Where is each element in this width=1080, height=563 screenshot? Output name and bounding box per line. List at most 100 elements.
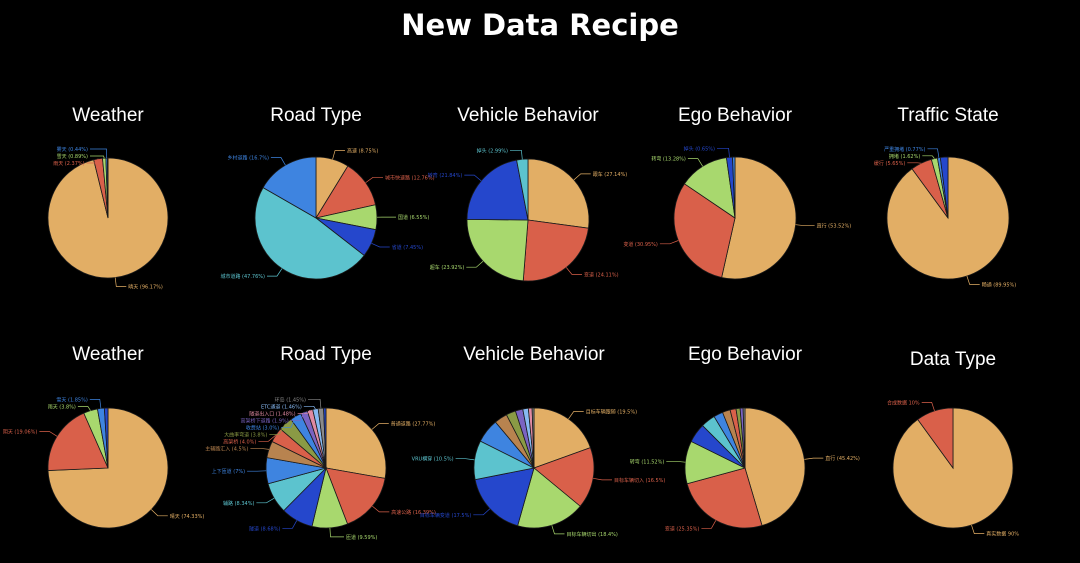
slice-label: 直行 (53.52%) [817, 223, 852, 230]
pie-slice [466, 159, 529, 221]
label-leader-line [795, 224, 815, 227]
label-leader-line [966, 275, 980, 285]
chart-title: Data Type [910, 349, 996, 370]
slice-label: 变道 (24.11%) [584, 272, 619, 279]
label-leader-line [455, 458, 475, 461]
chart-title: Road Type [270, 105, 362, 126]
label-leader-line [659, 240, 679, 245]
slice-label: 超车 (23.92%) [430, 264, 465, 271]
slice-label: 掉头 (0.65%) [684, 145, 715, 152]
label-leader-line [77, 406, 91, 411]
slice-label: 目标车辆变道 (17.5%) [420, 512, 471, 519]
label-leader-line [256, 497, 275, 504]
label-leader-line [365, 176, 383, 183]
slice-label: 直行 (45.42%) [825, 455, 860, 462]
slice-label: 高架桥 (4.0%) [223, 438, 256, 445]
pie-slice [673, 183, 736, 278]
label-leader-line [927, 148, 940, 158]
label-leader-line [593, 477, 612, 481]
slice-label: 严重拥堵 (0.77%) [884, 146, 925, 153]
slice-label: 转弯 (21.84%) [428, 172, 463, 179]
slice-label: 缓行 (5.65%) [874, 160, 905, 167]
chart-title: Vehicle Behavior [463, 344, 605, 365]
chart-title: Road Type [280, 344, 372, 365]
pie-slice [686, 467, 763, 529]
slice-label: 跟车 (27.14%) [593, 171, 628, 178]
pie-chart-4: Ego Behavior 直行 (53.52%) 掉头 (0.65%) 转弯 (13.… [623, 105, 852, 280]
pie-slice [262, 156, 317, 219]
slice-label: 目标车辆切入 (16.5%) [614, 477, 665, 484]
slice-label: 上下匝道 (7%) [212, 468, 245, 475]
pie-slice [325, 407, 387, 479]
slice-label: 城市快速路 (12.76%) [385, 174, 435, 181]
label-leader-line [258, 434, 277, 442]
label-leader-line [282, 520, 298, 529]
chart-title: Weather [72, 344, 144, 365]
label-leader-line [717, 147, 730, 158]
label-leader-line [89, 399, 102, 409]
label-leader-line [666, 460, 686, 463]
pie-chart-5: Traffic State 畅通 (89.95%) 严重拥堵 (0.77%)拥堵 (… [874, 105, 1016, 289]
pie-slice [323, 407, 327, 469]
slice-label: 畅通 (89.95%) [982, 282, 1017, 289]
label-leader-line [687, 158, 703, 167]
pie-chart-10: Data Type 真实数据 90% 合成数据 10% [887, 349, 1019, 538]
slice-label: 环岛 (1.45%) [275, 396, 306, 403]
slice-label: 匝道 (9.59%) [346, 534, 377, 541]
label-leader-line [464, 174, 482, 182]
slice-label: ETC通道 (1.46%) [261, 403, 302, 410]
label-leader-line [86, 158, 99, 164]
label-leader-line [39, 431, 58, 437]
label-leader-line [971, 524, 985, 534]
slice-label: 高速公路 (16.39%) [391, 509, 436, 516]
slice-label: 城市道路 (47.76%) [220, 273, 265, 280]
label-leader-line [568, 411, 584, 420]
slice-label: 雨天 (2.37%) [53, 161, 84, 167]
pie-slice [466, 218, 529, 282]
label-leader-line [267, 268, 283, 277]
label-leader-line [281, 416, 297, 428]
slice-label: 真实数据 90% [986, 531, 1019, 538]
pie-slice [522, 219, 589, 282]
label-leader-line [922, 155, 935, 159]
label-leader-line [473, 508, 491, 516]
pie-slice [474, 467, 535, 527]
chart-title: Ego Behavior [678, 105, 793, 126]
label-leader-line [701, 520, 717, 529]
pie-chart-6: Weather 晴天 (74.33%) 雪天 (1.85%)雨天 (3.8%) 阴天 … [3, 344, 204, 529]
label-leader-line [90, 148, 108, 159]
pie-slice [533, 407, 591, 469]
pie-slice [892, 407, 1014, 529]
pie-chart-2: Road Type 高速 (8.75%) 城市快速路 (12.76%) 国道 (6.5… [220, 105, 434, 280]
slice-label: 目标车辆跟随 (19.5%) [586, 409, 637, 416]
pie-chart-8: Vehicle Behavior 目标车辆跟随 (19.5%) 目标车辆切入 (16… [412, 344, 666, 538]
pie-chart-1: Weather 晴天 (96.17%) 雾天 (0.44%)雪天 (0.89%)雨天… [47, 105, 169, 291]
slice-label: 高速 (8.75%) [347, 148, 378, 155]
slice-label: 雪天 (1.85%) [56, 398, 87, 404]
label-leader-line [308, 398, 322, 409]
slice-label: 高架桥下道路 (1.9%) [240, 417, 288, 424]
label-leader-line [573, 173, 591, 181]
label-leader-line [921, 402, 935, 412]
slice-label: 隧道出入口 (1.48%) [249, 410, 295, 417]
pie-slice [917, 407, 954, 470]
slice-label: 国道 (6.55%) [398, 214, 429, 221]
pie-slice [103, 407, 109, 469]
slice-label: 变道 (30.95%) [623, 241, 658, 248]
slice-label: 转弯 (11.52%) [630, 458, 665, 465]
slice-label: 雨天 (3.8%) [48, 405, 76, 411]
chart-title: Traffic State [897, 105, 998, 126]
label-leader-line [804, 457, 824, 460]
label-leader-line [90, 155, 105, 159]
pie-slice [939, 156, 949, 219]
pie-chart-9: Ego Behavior 直行 (45.42%) 转弯 (11.52%) 变道 (25… [630, 344, 860, 532]
pie-slice [527, 158, 590, 229]
slice-label: 拥堵 (1.62%) [889, 153, 920, 160]
slice-label: 晴天 (96.17%) [128, 284, 163, 291]
chart-title: Vehicle Behavior [457, 105, 599, 126]
label-leader-line [269, 423, 286, 435]
label-leader-line [372, 505, 390, 513]
slice-label: 变道 (25.35%) [665, 525, 700, 532]
slice-label: 掉头 (2.99%) [477, 147, 508, 154]
